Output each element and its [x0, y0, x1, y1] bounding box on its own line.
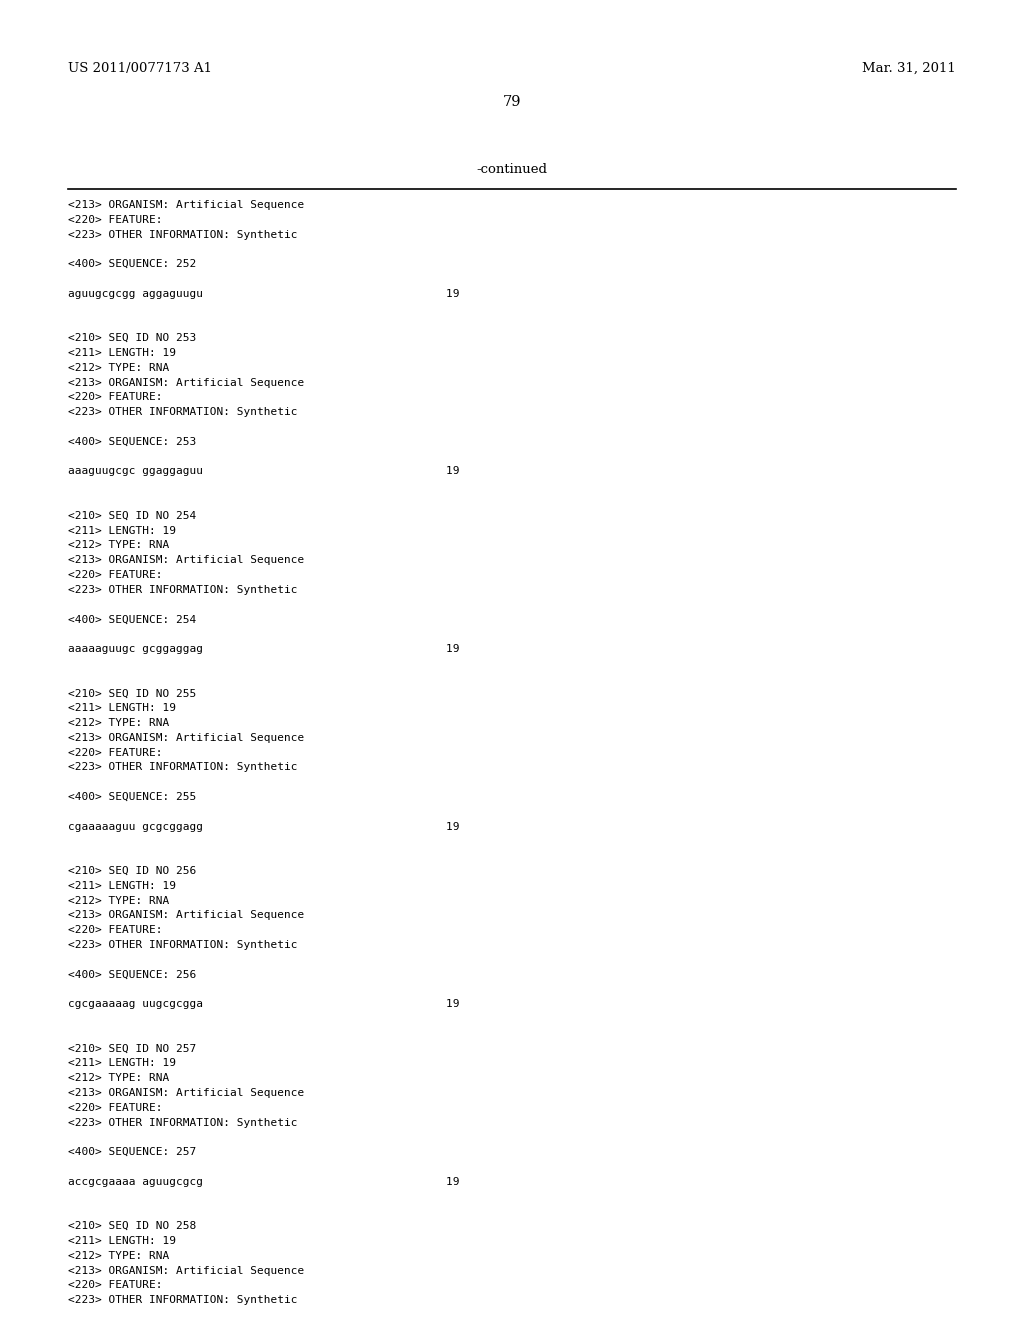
Text: <212> TYPE: RNA: <212> TYPE: RNA [68, 895, 169, 906]
Text: <220> FEATURE:: <220> FEATURE: [68, 1102, 163, 1113]
Text: <223> OTHER INFORMATION: Synthetic: <223> OTHER INFORMATION: Synthetic [68, 1295, 298, 1305]
Text: <213> ORGANISM: Artificial Sequence: <213> ORGANISM: Artificial Sequence [68, 911, 304, 920]
Text: <210> SEQ ID NO 255: <210> SEQ ID NO 255 [68, 689, 197, 698]
Text: <213> ORGANISM: Artificial Sequence: <213> ORGANISM: Artificial Sequence [68, 378, 304, 388]
Text: cgaaaaaguu gcgcggagg                                    19: cgaaaaaguu gcgcggagg 19 [68, 821, 460, 832]
Text: <210> SEQ ID NO 258: <210> SEQ ID NO 258 [68, 1221, 197, 1232]
Text: <220> FEATURE:: <220> FEATURE: [68, 570, 163, 579]
Text: <223> OTHER INFORMATION: Synthetic: <223> OTHER INFORMATION: Synthetic [68, 1118, 298, 1127]
Text: <400> SEQUENCE: 256: <400> SEQUENCE: 256 [68, 970, 197, 979]
Text: <210> SEQ ID NO 253: <210> SEQ ID NO 253 [68, 333, 197, 343]
Text: <220> FEATURE:: <220> FEATURE: [68, 392, 163, 403]
Text: <400> SEQUENCE: 252: <400> SEQUENCE: 252 [68, 259, 197, 269]
Text: <220> FEATURE:: <220> FEATURE: [68, 215, 163, 224]
Text: aguugcgcgg aggaguugu                                    19: aguugcgcgg aggaguugu 19 [68, 289, 460, 298]
Text: <210> SEQ ID NO 254: <210> SEQ ID NO 254 [68, 511, 197, 521]
Text: <400> SEQUENCE: 254: <400> SEQUENCE: 254 [68, 614, 197, 624]
Text: <213> ORGANISM: Artificial Sequence: <213> ORGANISM: Artificial Sequence [68, 201, 304, 210]
Text: <223> OTHER INFORMATION: Synthetic: <223> OTHER INFORMATION: Synthetic [68, 585, 298, 595]
Text: <212> TYPE: RNA: <212> TYPE: RNA [68, 718, 169, 729]
Text: <220> FEATURE:: <220> FEATURE: [68, 747, 163, 758]
Text: <400> SEQUENCE: 257: <400> SEQUENCE: 257 [68, 1147, 197, 1158]
Text: <211> LENGTH: 19: <211> LENGTH: 19 [68, 348, 176, 358]
Text: <223> OTHER INFORMATION: Synthetic: <223> OTHER INFORMATION: Synthetic [68, 763, 298, 772]
Text: aaaaaguugc gcggaggag                                    19: aaaaaguugc gcggaggag 19 [68, 644, 460, 653]
Text: 79: 79 [503, 95, 521, 110]
Text: <223> OTHER INFORMATION: Synthetic: <223> OTHER INFORMATION: Synthetic [68, 407, 298, 417]
Text: <211> LENGTH: 19: <211> LENGTH: 19 [68, 880, 176, 891]
Text: <210> SEQ ID NO 256: <210> SEQ ID NO 256 [68, 866, 197, 876]
Text: <211> LENGTH: 19: <211> LENGTH: 19 [68, 704, 176, 713]
Text: <212> TYPE: RNA: <212> TYPE: RNA [68, 1073, 169, 1084]
Text: <400> SEQUENCE: 253: <400> SEQUENCE: 253 [68, 437, 197, 446]
Text: <212> TYPE: RNA: <212> TYPE: RNA [68, 540, 169, 550]
Text: <223> OTHER INFORMATION: Synthetic: <223> OTHER INFORMATION: Synthetic [68, 940, 298, 950]
Text: <213> ORGANISM: Artificial Sequence: <213> ORGANISM: Artificial Sequence [68, 1266, 304, 1275]
Text: <212> TYPE: RNA: <212> TYPE: RNA [68, 1251, 169, 1261]
Text: <220> FEATURE:: <220> FEATURE: [68, 1280, 163, 1291]
Text: <210> SEQ ID NO 257: <210> SEQ ID NO 257 [68, 1044, 197, 1053]
Text: -continued: -continued [476, 162, 548, 176]
Text: <400> SEQUENCE: 255: <400> SEQUENCE: 255 [68, 792, 197, 803]
Text: <213> ORGANISM: Artificial Sequence: <213> ORGANISM: Artificial Sequence [68, 1088, 304, 1098]
Text: <213> ORGANISM: Artificial Sequence: <213> ORGANISM: Artificial Sequence [68, 733, 304, 743]
Text: <223> OTHER INFORMATION: Synthetic: <223> OTHER INFORMATION: Synthetic [68, 230, 298, 240]
Text: <220> FEATURE:: <220> FEATURE: [68, 925, 163, 935]
Text: <212> TYPE: RNA: <212> TYPE: RNA [68, 363, 169, 372]
Text: <211> LENGTH: 19: <211> LENGTH: 19 [68, 1236, 176, 1246]
Text: <213> ORGANISM: Artificial Sequence: <213> ORGANISM: Artificial Sequence [68, 556, 304, 565]
Text: <211> LENGTH: 19: <211> LENGTH: 19 [68, 1059, 176, 1068]
Text: Mar. 31, 2011: Mar. 31, 2011 [862, 62, 956, 75]
Text: <211> LENGTH: 19: <211> LENGTH: 19 [68, 525, 176, 536]
Text: US 2011/0077173 A1: US 2011/0077173 A1 [68, 62, 212, 75]
Text: cgcgaaaaag uugcgcgga                                    19: cgcgaaaaag uugcgcgga 19 [68, 999, 460, 1010]
Text: accgcgaaaa aguugcgcg                                    19: accgcgaaaa aguugcgcg 19 [68, 1177, 460, 1187]
Text: aaaguugcgc ggaggaguu                                    19: aaaguugcgc ggaggaguu 19 [68, 466, 460, 477]
